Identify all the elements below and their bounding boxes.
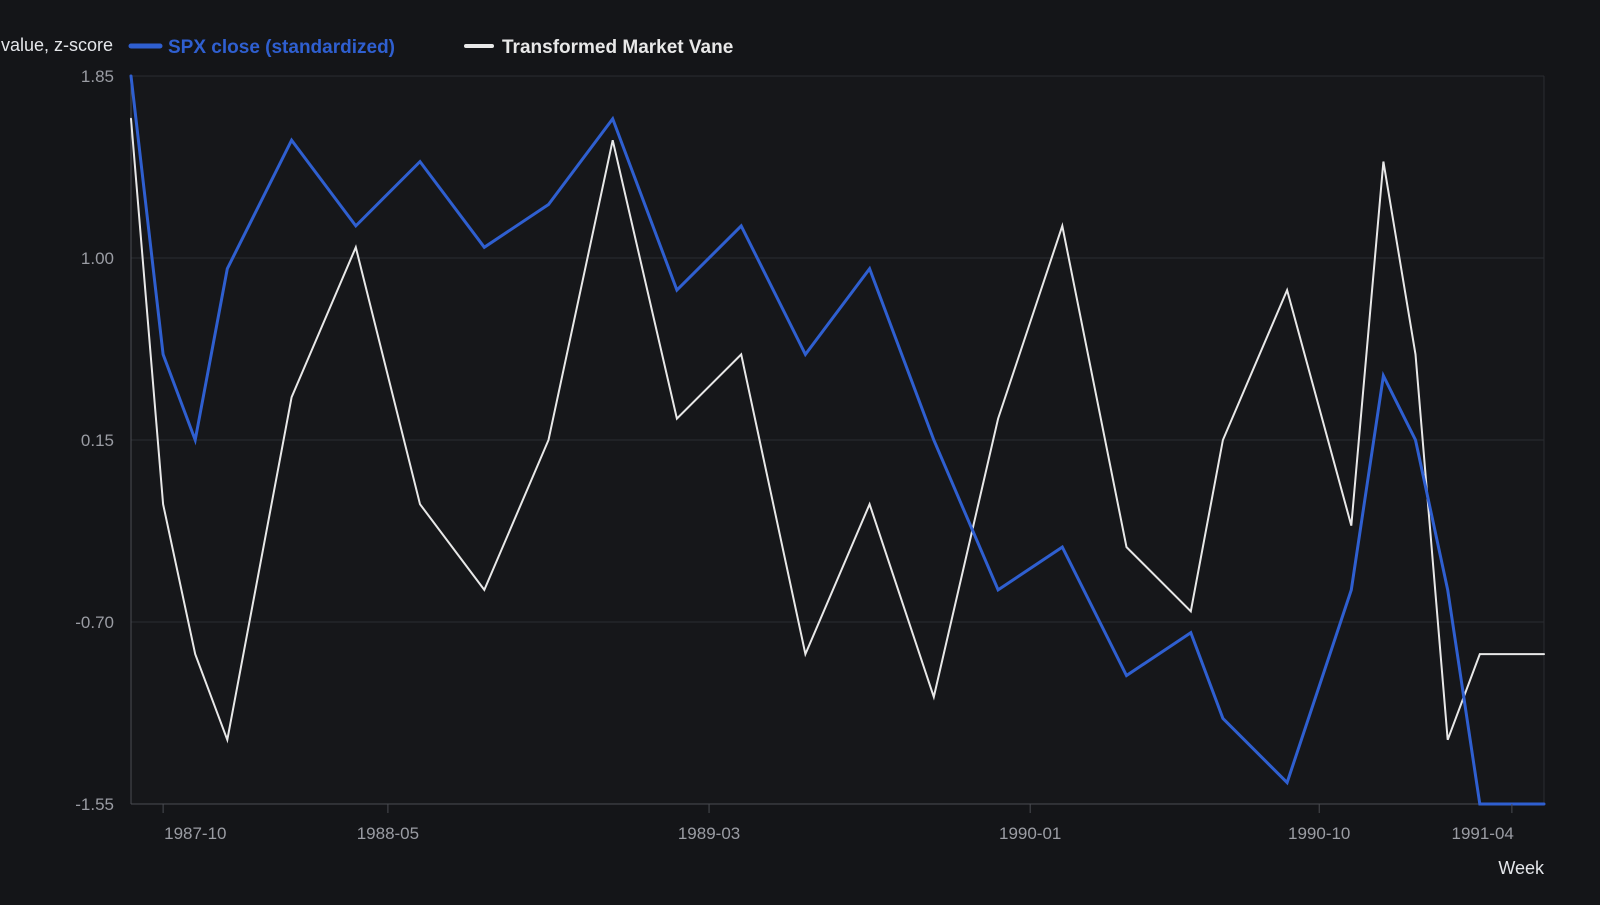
y-tick-label: 1.85	[81, 67, 114, 86]
grid-lines	[131, 75, 1545, 805]
series-lines	[129, 74, 1546, 806]
x-tick-label: 1990-01	[999, 824, 1061, 843]
y-tick-label: -1.55	[75, 795, 114, 814]
legend-item-market-vane[interactable]: Transformed Market Vane	[464, 37, 733, 58]
y-tick-label: 1.00	[81, 249, 114, 268]
x-tick-label: 1987-10	[164, 824, 226, 843]
x-tick-labels: 1987-10 1988-05 1989-03 1990-01 1990-10 1991-…	[162, 804, 1514, 843]
series-line-market-vane	[130, 117, 1545, 744]
x-tick-label: 1988-05	[357, 824, 419, 843]
legend: SPX close (standardized) Transformed Mar…	[128, 37, 733, 58]
x-tick-label: 1991-04	[1451, 824, 1513, 843]
y-axis-title: value, z-score	[1, 35, 113, 55]
legend-label-market-vane: Transformed Market Vane	[502, 37, 733, 58]
x-tick-label: 1990-10	[1288, 824, 1350, 843]
x-tick-label: 1989-03	[678, 824, 740, 843]
legend-item-spx[interactable]: SPX close (standardized)	[128, 37, 395, 58]
y-tick-label: 0.15	[81, 431, 114, 450]
x-axis-title: Week	[1498, 858, 1545, 878]
legend-label-spx: SPX close (standardized)	[168, 37, 395, 58]
axes	[130, 76, 1544, 805]
series-line-spx	[129, 74, 1546, 806]
y-tick-label: -0.70	[75, 613, 114, 632]
y-tick-labels: 1.85 1.00 0.15 -0.70 -1.55	[75, 67, 114, 814]
